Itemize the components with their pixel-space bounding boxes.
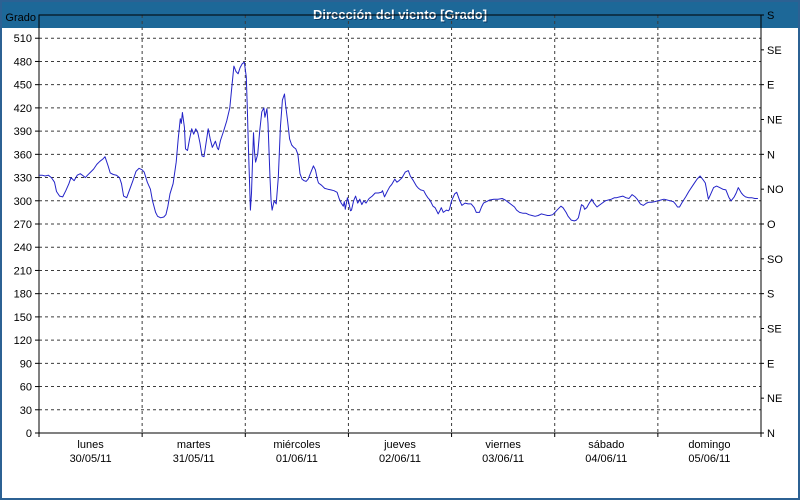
y-left-tick-label: 450 — [14, 80, 32, 92]
y-left-tick-label: 120 — [14, 335, 32, 347]
x-day-name-label: miércoles — [273, 439, 321, 451]
y-left-tick-label: 330 — [14, 173, 32, 185]
y-left-tick-label: 480 — [14, 56, 32, 68]
axis-layer — [35, 14, 764, 437]
plot-border — [38, 14, 762, 434]
y-left-tick-label: 180 — [14, 289, 32, 301]
series-layer — [39, 61, 758, 222]
axis-label-layer: 0 30 60 90 120 150 180 210 240 270 300 330 360 390 420… — [14, 10, 784, 465]
y-left-tick-label: 300 — [14, 196, 32, 208]
y-right-tick-label: NO — [767, 184, 784, 196]
y-right-tick-label: N — [767, 149, 775, 161]
y-left-tick-label: 30 — [20, 405, 32, 417]
x-day-date-label: 02/06/11 — [379, 453, 421, 465]
x-day-date-label: 03/06/11 — [482, 453, 524, 465]
y-right-tick-label: SO — [767, 254, 783, 266]
y-right-tick-label: NE — [767, 393, 782, 405]
x-day-date-label: 04/06/11 — [585, 453, 627, 465]
x-day-name-label: martes — [177, 439, 211, 451]
y-right-tick-label: E — [767, 80, 774, 92]
y-left-tick-label: 360 — [14, 149, 32, 161]
y-left-tick-label: 510 — [14, 33, 32, 45]
x-day-date-label: 30/05/11 — [70, 453, 112, 465]
y-right-tick-label: N — [767, 428, 775, 440]
x-day-name-label: lunes — [77, 439, 104, 451]
y-left-tick-label: 90 — [20, 358, 32, 370]
x-day-name-label: jueves — [383, 439, 416, 451]
x-day-name-label: domingo — [688, 439, 730, 451]
y-right-tick-label: E — [767, 358, 774, 370]
y-left-tick-label: 390 — [14, 126, 32, 138]
y-left-tick-label: 420 — [14, 103, 32, 115]
x-day-name-label: viernes — [485, 439, 521, 451]
y-right-tick-label: SE — [767, 324, 782, 336]
y-right-tick-label: NE — [767, 115, 782, 127]
x-day-date-label: 05/06/11 — [688, 453, 730, 465]
y-right-tick-label: O — [767, 219, 776, 231]
x-day-name-label: sábado — [588, 439, 624, 451]
x-day-date-label: 01/06/11 — [276, 453, 318, 465]
x-day-date-label: 31/05/11 — [173, 453, 215, 465]
y-right-tick-label: S — [767, 10, 774, 22]
y-left-tick-label: 150 — [14, 312, 32, 324]
y-left-tick-label: 0 — [26, 428, 32, 440]
y-right-tick-label: S — [767, 289, 774, 301]
wind-direction-line — [39, 61, 758, 222]
y-left-tick-label: 60 — [20, 382, 32, 394]
wind-direction-chart: 0 30 60 90 120 150 180 210 240 270 300 330 360 390 420… — [5, 10, 784, 465]
grid-layer — [39, 15, 761, 433]
y-left-tick-label: 240 — [14, 242, 32, 254]
y-left-tick-label: 210 — [14, 265, 32, 277]
y-left-tick-label: 270 — [14, 219, 32, 231]
y-right-tick-label: SE — [767, 45, 782, 57]
y-axis-title: Grado — [5, 12, 36, 24]
